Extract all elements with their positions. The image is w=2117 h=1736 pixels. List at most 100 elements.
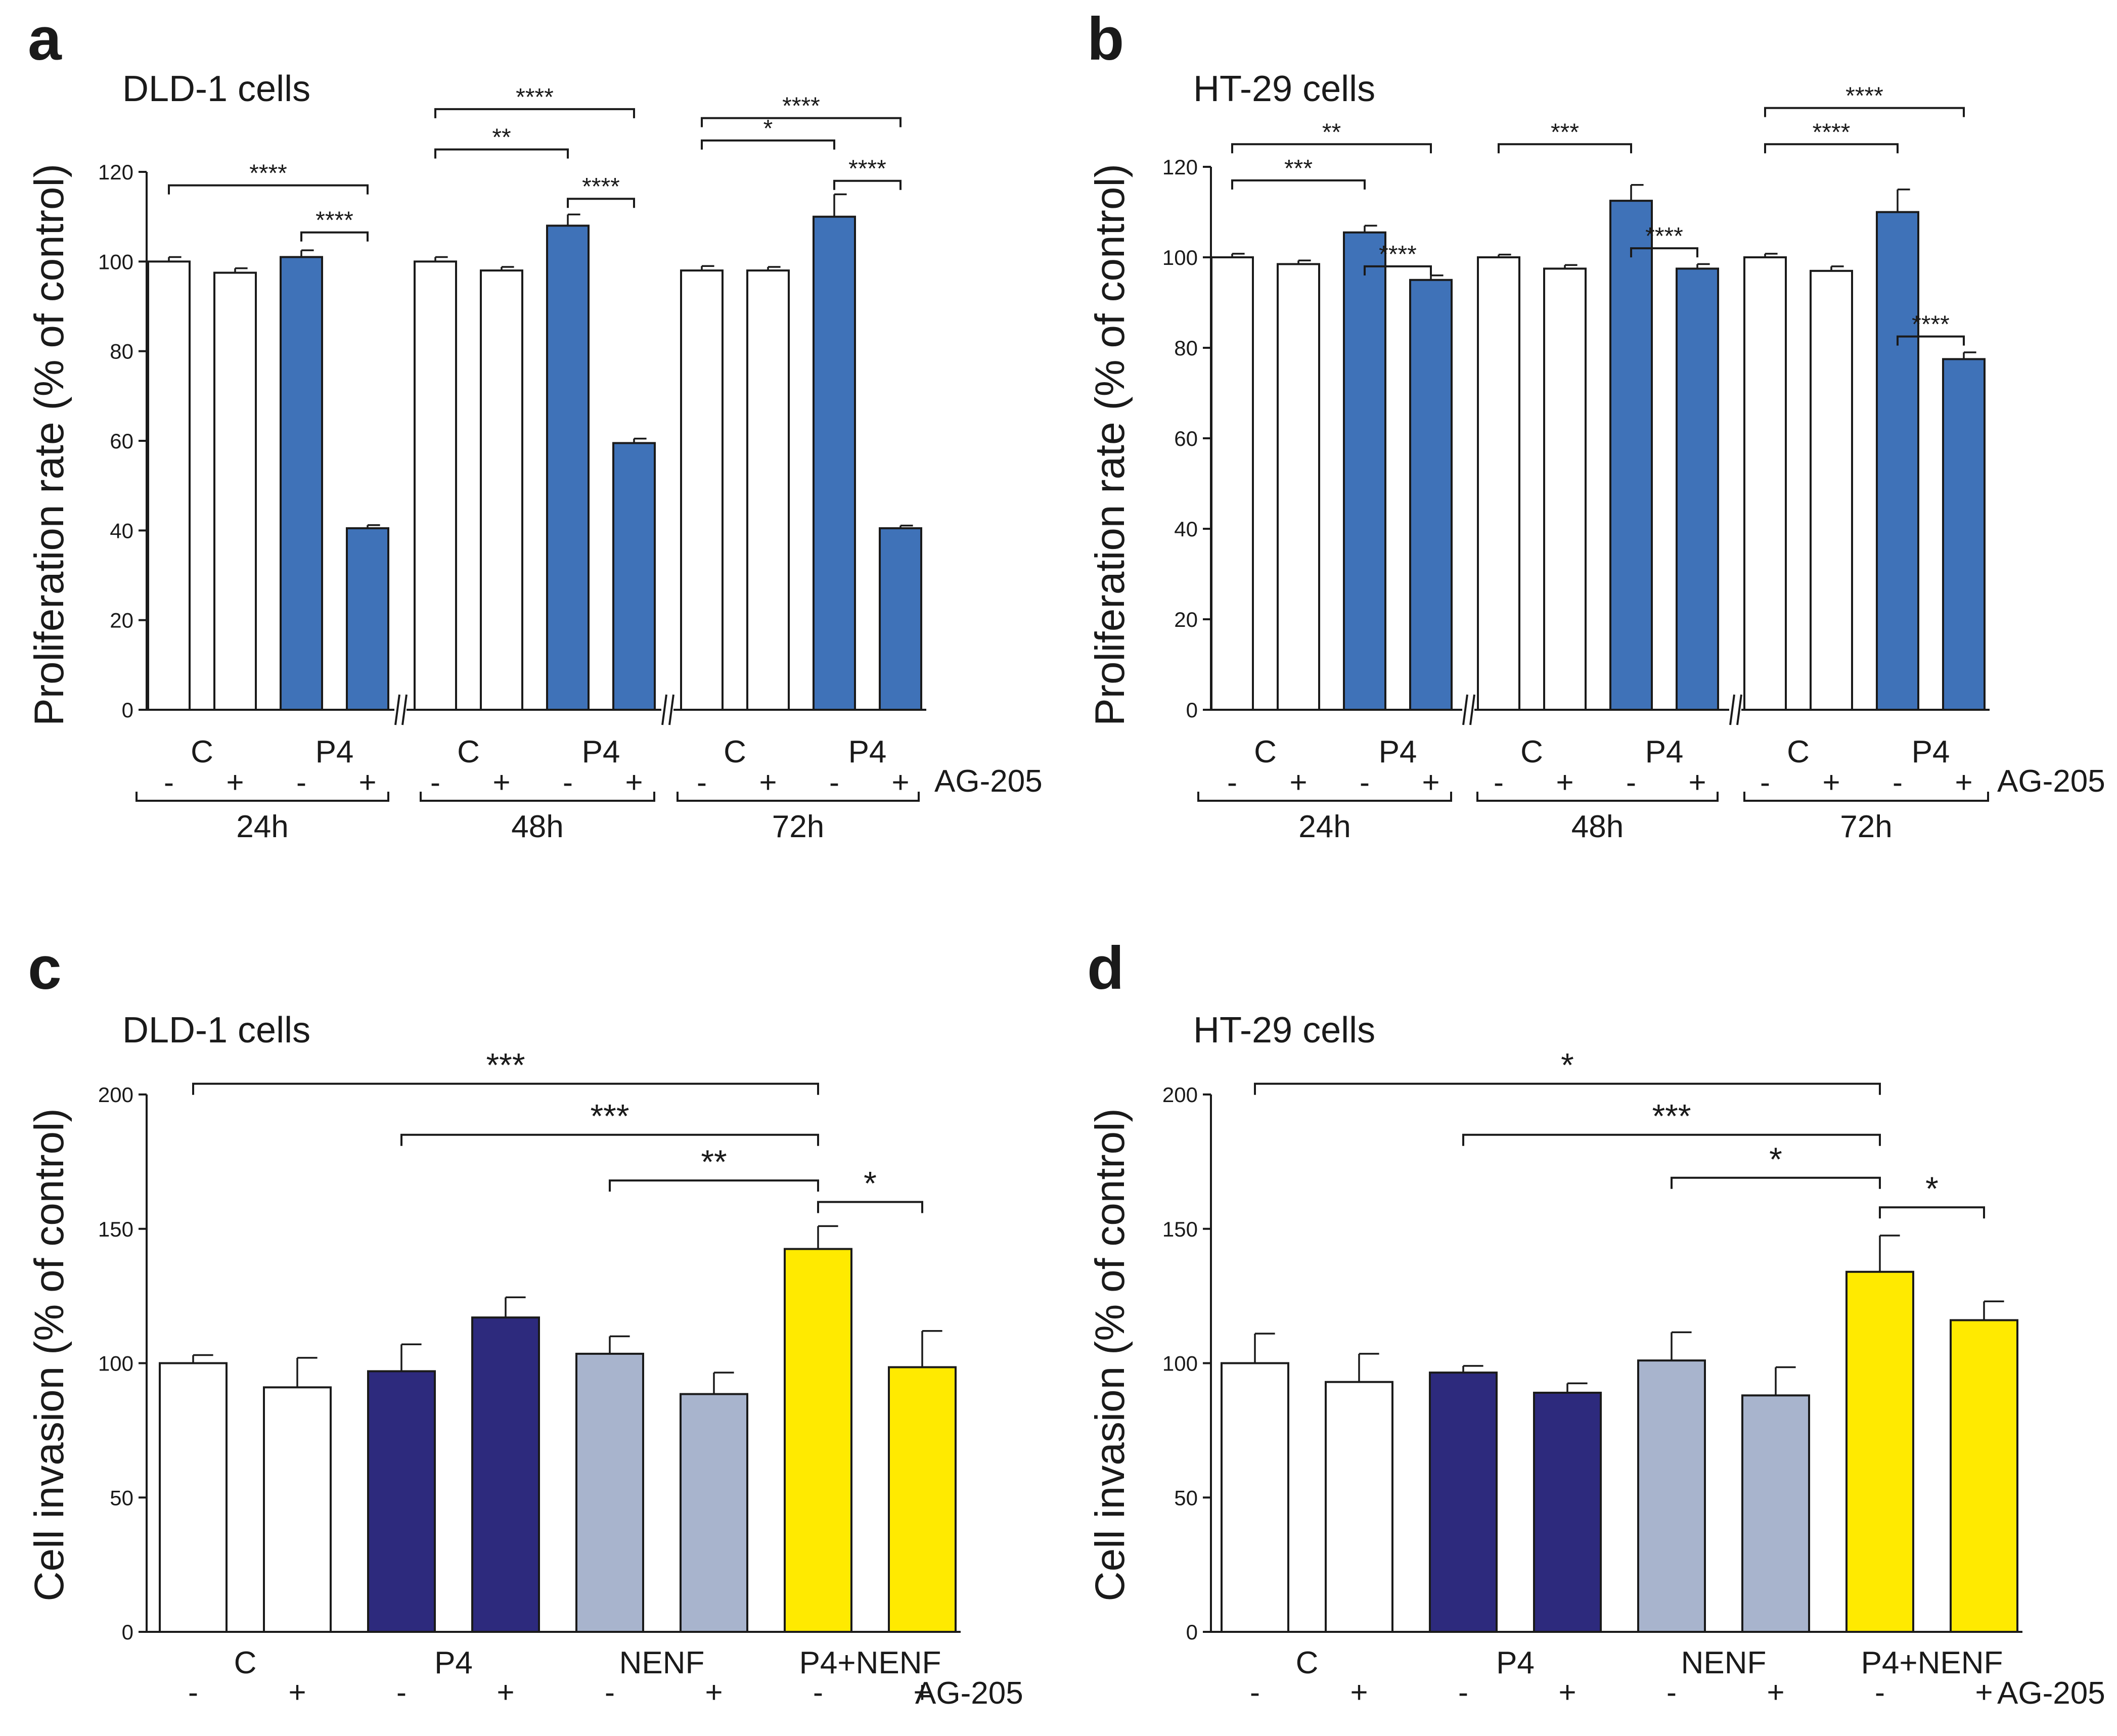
- significance-bracket-a-1: [300, 231, 369, 242]
- time-label-a: 72h: [772, 809, 824, 844]
- y-tick-label-d: 0: [1186, 1620, 1198, 1644]
- group-label-d: NENF: [1681, 1646, 1767, 1680]
- panel-b: b HT-29 cells Proliferation rate (% of con…: [1087, 5, 2105, 844]
- bar-d-7: [1950, 1319, 2018, 1633]
- significance-label-a-6: ****: [782, 93, 820, 120]
- significance-label-a-2: **: [492, 124, 511, 151]
- treatment-sign-d-7: +: [1975, 1675, 1993, 1709]
- chart-title-a: DLD-1 cells: [122, 69, 310, 109]
- y-tick-label-d: 200: [1162, 1083, 1198, 1107]
- significance-label-b-6: ****: [1845, 83, 1883, 110]
- significance-bracket-d-2: [1671, 1176, 1881, 1189]
- axis-break-mark-b: [1736, 694, 1742, 725]
- treatment-sign-a-0: -: [164, 765, 174, 799]
- group-label-b: P4: [1645, 735, 1684, 769]
- treatment-sign-d-5: +: [1767, 1675, 1784, 1709]
- significance-label-a-0: ****: [249, 160, 287, 187]
- y-tick-label-a: 120: [98, 160, 133, 184]
- y-axis-label-a: Proliferation rate (% of control): [26, 164, 72, 726]
- significance-bracket-b-6: [1764, 107, 1965, 117]
- treatment-sign-b-3: +: [1422, 765, 1439, 799]
- group-label-b: C: [1254, 735, 1277, 769]
- y-tick-label-d: 50: [1174, 1486, 1198, 1510]
- bar-a-6: [546, 224, 590, 711]
- time-label-a: 48h: [511, 809, 563, 844]
- significance-label-a-4: ****: [582, 173, 620, 200]
- time-bracket-a: [677, 792, 920, 802]
- significance-bracket-d-0: [1254, 1082, 1881, 1095]
- y-tick-label-a: 60: [110, 429, 133, 453]
- y-tick-label-b: 80: [1174, 336, 1198, 360]
- significance-label-d-3: *: [1925, 1170, 1939, 1207]
- axis-break-mark-b: [1729, 694, 1735, 725]
- treatment-sign-b-7: +: [1688, 765, 1706, 799]
- axis-break-mark-b: [1469, 694, 1475, 725]
- chart-title-d: HT-29 cells: [1193, 1010, 1375, 1050]
- bar-d-0: [1221, 1362, 1289, 1633]
- bar-c-4: [575, 1352, 644, 1633]
- group-label-b: P4: [1379, 735, 1417, 769]
- significance-bracket-c-2: [609, 1179, 819, 1192]
- significance-bracket-d-3: [1879, 1206, 1985, 1219]
- y-tick-label-d: 150: [1162, 1217, 1198, 1241]
- significance-bracket-a-4: [567, 198, 635, 208]
- bar-a-4: [414, 260, 457, 711]
- group-label-d: P4+NENF: [1861, 1646, 2003, 1680]
- y-tick-label-b: 60: [1174, 427, 1198, 450]
- axis-break-mark-a: [661, 694, 667, 725]
- bar-a-9: [746, 269, 790, 711]
- treatment-sign-a-5: +: [492, 765, 510, 799]
- treatment-sign-a-10: -: [829, 765, 839, 799]
- y-tick-label-a: 0: [122, 698, 133, 722]
- treatment-sign-b-5: +: [1556, 765, 1573, 799]
- significance-label-b-4: ****: [1645, 223, 1683, 250]
- y-tick-label-b: 100: [1162, 246, 1198, 269]
- group-label-b: C: [1787, 735, 1810, 769]
- significance-bracket-b-1: [1231, 143, 1432, 154]
- significance-label-b-0: ***: [1284, 155, 1313, 182]
- group-label-d: C: [1296, 1646, 1319, 1680]
- treatment-sign-b-2: -: [1360, 765, 1370, 799]
- treatment-sign-a-1: +: [226, 765, 244, 799]
- treatment-sign-c-2: -: [396, 1675, 407, 1709]
- y-tick-label-b: 20: [1174, 608, 1198, 631]
- treatment-sign-c-6: -: [813, 1675, 823, 1709]
- bar-c-1: [263, 1386, 332, 1633]
- time-bracket-b: [1476, 792, 1719, 802]
- bar-b-10: [1876, 211, 1919, 711]
- bar-b-8: [1743, 256, 1787, 711]
- bar-a-2: [280, 256, 323, 711]
- treatment-sign-a-6: -: [563, 765, 573, 799]
- significance-bracket-b-5: [1764, 143, 1899, 154]
- group-label-a: P4: [848, 735, 887, 769]
- significance-bracket-a-5: [701, 139, 835, 150]
- y-tick-label-a: 40: [110, 519, 133, 542]
- time-label-b: 24h: [1298, 809, 1350, 844]
- y-tick-label-a: 100: [98, 250, 133, 273]
- treatment-label-a: AG-205: [934, 764, 1043, 799]
- bar-d-6: [1845, 1270, 1914, 1633]
- axis-break-mark-a: [401, 694, 408, 725]
- group-label-a: C: [724, 735, 746, 769]
- significance-bracket-b-4: [1630, 247, 1698, 258]
- chart-title-c: DLD-1 cells: [122, 1010, 310, 1050]
- y-tick-label-b: 120: [1162, 155, 1198, 179]
- bar-b-6: [1609, 200, 1653, 711]
- treatment-sign-d-1: +: [1350, 1675, 1368, 1709]
- time-bracket-b: [1743, 792, 1989, 802]
- bar-c-3: [471, 1316, 540, 1633]
- bar-a-8: [680, 269, 724, 711]
- time-label-a: 24h: [236, 809, 288, 844]
- treatment-sign-c-5: +: [705, 1675, 723, 1709]
- bar-a-0: [147, 260, 191, 711]
- y-axis-label-b: Proliferation rate (% of control): [1087, 164, 1133, 726]
- y-tick-label-c: 50: [110, 1486, 133, 1510]
- bar-c-6: [784, 1248, 852, 1633]
- treatment-sign-a-7: +: [625, 765, 643, 799]
- y-tick-label-c: 200: [98, 1083, 133, 1107]
- significance-bracket-d-1: [1462, 1133, 1881, 1146]
- bar-a-7: [612, 442, 656, 711]
- group-label-c: P4+NENF: [799, 1646, 941, 1680]
- treatment-sign-c-4: -: [605, 1675, 615, 1709]
- treatment-label-c: AG-205: [915, 1676, 1023, 1711]
